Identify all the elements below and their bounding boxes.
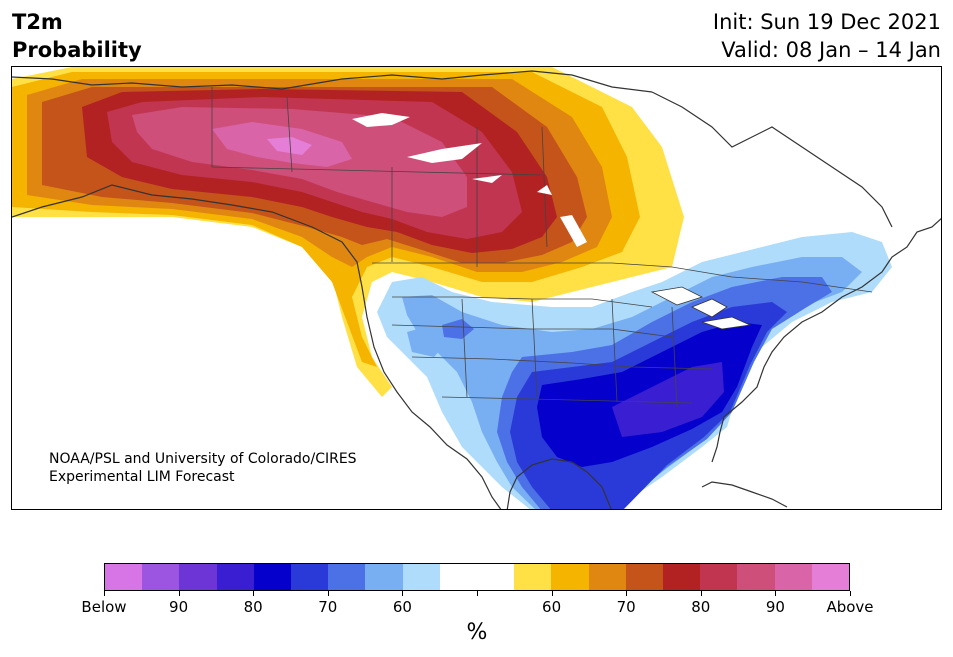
colorbar-tick (178, 591, 180, 596)
colorbar-cell (663, 564, 701, 590)
colorbar-tick (402, 591, 404, 596)
colorbar-tick (104, 591, 105, 596)
colorbar-tick (700, 591, 702, 596)
colorbar-tick (477, 591, 478, 596)
colorbar-cell (477, 564, 515, 590)
init-date: Init: Sun 19 Dec 2021 (712, 10, 941, 34)
colorbar-cell (439, 564, 478, 590)
colorbar-cell (811, 564, 850, 590)
colorbar-tick (850, 591, 851, 596)
coastlines (12, 70, 941, 509)
colorbar (104, 563, 850, 591)
forecast-dates: Init: Sun 19 Dec 2021 Valid: 08 Jan – 14… (713, 8, 941, 64)
product-name: Probability (12, 38, 142, 62)
colorbar-cell (142, 564, 180, 590)
colorbar-tick (775, 591, 777, 596)
credit-text: NOAA/PSL and University of Colorado/CIRE… (49, 450, 357, 486)
colorbar-tick-label: Above (826, 598, 874, 616)
colorbar-tick-label: 80 (243, 598, 263, 616)
forecast-map: NOAA/PSL and University of Colorado/CIRE… (11, 66, 942, 510)
colorbar-cell (365, 564, 403, 590)
colorbar-tick (253, 591, 255, 596)
colorbar-tick-label: 90 (765, 598, 785, 616)
colorbar-cell (551, 564, 589, 590)
probability-map-svg (12, 67, 941, 509)
colorbar-cell (291, 564, 329, 590)
colorbar-tick (626, 591, 628, 596)
colorbar-cell (105, 564, 143, 590)
colorbar-cell (402, 564, 440, 590)
colorbar-cell (774, 564, 812, 590)
colorbar-cell (588, 564, 626, 590)
variable-name: T2m (12, 10, 63, 34)
colorbar-cell (328, 564, 366, 590)
credit-line-2: Experimental LIM Forecast (49, 469, 235, 485)
cold-75-contour (612, 362, 724, 437)
political-borders (211, 87, 873, 408)
colorbar-tick-label: 70 (616, 598, 636, 616)
colorbar-tick-label: 60 (542, 598, 562, 616)
great-lakes (650, 286, 752, 330)
colorbar-tick (327, 591, 329, 596)
colorbar-tick-label: 90 (169, 598, 189, 616)
canadian-lakes (352, 113, 587, 247)
colorbar-cell (253, 564, 292, 590)
cold-55-patch-west (407, 325, 447, 357)
colorbar-unit: % (466, 620, 488, 645)
warm-above-contour (267, 137, 312, 155)
colorbar-cell (179, 564, 217, 590)
valid-dates: Valid: 08 Jan – 14 Jan (721, 38, 941, 62)
colorbar-tick (551, 591, 553, 596)
cold-small-patch (442, 319, 474, 339)
colorbar-cell (216, 564, 254, 590)
map-title: T2m Probability (12, 8, 142, 64)
colorbar-cell (514, 564, 552, 590)
colorbar-cell (737, 564, 775, 590)
colorbar-tick-label: 60 (392, 598, 412, 616)
credit-line-1: NOAA/PSL and University of Colorado/CIRE… (49, 451, 357, 467)
colorbar-tick-label: 80 (691, 598, 711, 616)
colorbar-cell (700, 564, 738, 590)
colorbar-tick-label: Below (81, 598, 127, 616)
colorbar-cell (625, 564, 664, 590)
colorbar-tick-label: 70 (318, 598, 338, 616)
